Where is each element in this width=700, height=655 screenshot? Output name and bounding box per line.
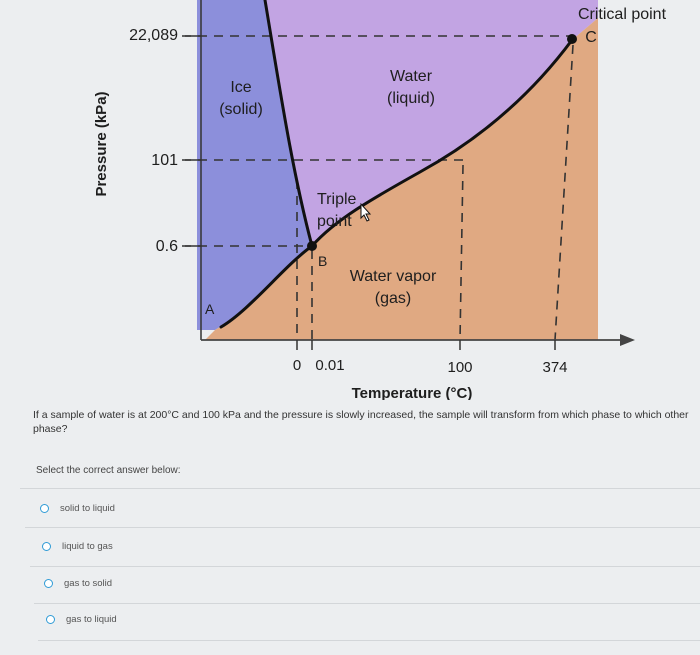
divider	[20, 488, 700, 489]
divider	[38, 640, 700, 641]
solid-region-label-line1: Ice	[230, 79, 251, 96]
option-liquid-to-gas[interactable]: liquid to gas	[42, 541, 113, 552]
triple-point-letter: B	[318, 253, 327, 269]
x-tick-label-0-01: 0.01	[315, 357, 344, 374]
option-label: solid to liquid	[60, 503, 115, 514]
dash-line-100-c	[459, 164, 464, 341]
radio-icon[interactable]	[44, 579, 53, 588]
triple-point-label-line1: Triple	[317, 191, 357, 208]
radio-icon[interactable]	[42, 542, 51, 551]
gas-region	[205, 18, 598, 340]
vaporization-curve	[310, 38, 574, 248]
critical-point-label: Critical point	[578, 6, 667, 23]
triple-point-label-line2: point	[317, 213, 352, 230]
y-tick-label-22089: 22,089	[129, 27, 178, 44]
option-label: liquid to gas	[62, 541, 113, 552]
option-gas-to-liquid[interactable]: gas to liquid	[46, 614, 117, 625]
divider	[25, 527, 700, 528]
x-tick-label-374: 374	[542, 359, 567, 376]
sublimation-curve	[219, 244, 314, 329]
dash-line-374-c	[554, 44, 574, 341]
x-tick-label-0: 0	[293, 357, 301, 374]
x-axis-arrow	[620, 334, 635, 346]
x-tick-label-100: 100	[447, 359, 472, 376]
question-text: If a sample of water is at 200°C and 100…	[33, 409, 689, 435]
mouse-cursor-icon	[360, 202, 372, 222]
start-point-letter: A	[205, 301, 215, 317]
y-axis-label: Pressure (kPa)	[93, 91, 110, 196]
gas-region-label-line2: (gas)	[375, 290, 411, 307]
answer-prompt: Select the correct answer below:	[36, 465, 181, 476]
radio-icon[interactable]	[46, 615, 55, 624]
solid-region	[197, 0, 312, 330]
phase-diagram: Pressure (kPa) 22,089 101 0.6 0 0.01 100…	[93, 0, 667, 400]
option-label: gas to solid	[64, 578, 113, 589]
option-label: gas to liquid	[66, 614, 117, 625]
y-tick-label-101: 101	[151, 152, 178, 169]
liquid-region	[265, 0, 598, 246]
x-axis-label: Temperature (°C)	[352, 385, 473, 400]
solid-region-label-line2: (solid)	[219, 101, 263, 118]
critical-point-letter: C	[585, 29, 597, 46]
gas-region-label-line1: Water vapor	[350, 268, 437, 285]
divider	[30, 566, 700, 567]
divider	[34, 603, 700, 604]
triple-point-dot	[307, 241, 317, 251]
critical-point-dot	[567, 34, 577, 44]
liquid-region-label-line2: (liquid)	[387, 90, 435, 107]
radio-icon[interactable]	[40, 504, 49, 513]
option-solid-to-liquid[interactable]: solid to liquid	[40, 503, 115, 514]
liquid-region-label-line1: Water	[390, 68, 433, 85]
melting-curve	[263, 0, 314, 248]
y-tick-label-0-6: 0.6	[156, 238, 178, 255]
option-gas-to-solid[interactable]: gas to solid	[44, 578, 112, 589]
